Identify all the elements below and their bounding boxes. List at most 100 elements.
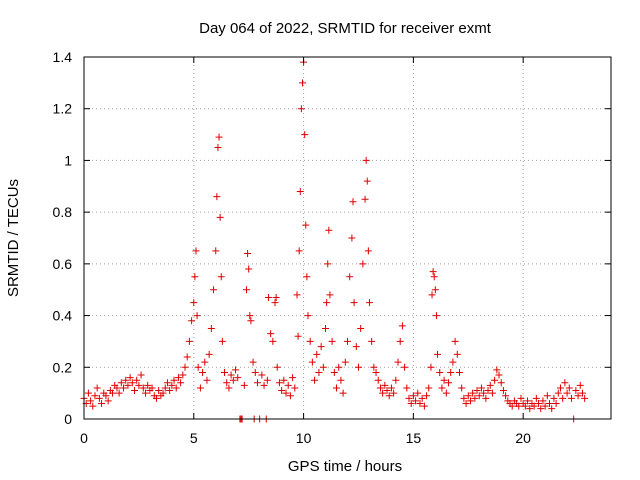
data-point bbox=[159, 389, 167, 397]
data-point bbox=[491, 376, 499, 384]
data-point bbox=[407, 399, 415, 407]
data-point bbox=[207, 325, 215, 332]
data-point bbox=[335, 363, 343, 371]
data-point bbox=[185, 337, 193, 345]
data-point bbox=[521, 402, 529, 410]
data-point bbox=[480, 389, 488, 397]
data-point bbox=[286, 392, 294, 400]
data-point bbox=[418, 394, 426, 402]
data-point bbox=[517, 394, 525, 402]
x-tick-label: 0 bbox=[80, 430, 88, 446]
x-tick-label: 10 bbox=[296, 430, 312, 446]
data-point bbox=[546, 399, 554, 407]
data-point bbox=[425, 384, 433, 392]
data-point bbox=[269, 337, 277, 345]
data-point bbox=[432, 312, 440, 320]
data-point bbox=[508, 402, 516, 410]
data-point bbox=[374, 376, 382, 384]
data-point bbox=[273, 363, 281, 371]
data-point bbox=[215, 133, 223, 141]
data-point bbox=[128, 379, 136, 387]
chart-title: Day 064 of 2022, SRMTID for receiver exm… bbox=[199, 20, 492, 37]
data-point bbox=[272, 293, 280, 301]
data-point bbox=[148, 384, 156, 392]
data-point bbox=[473, 387, 481, 395]
data-point bbox=[179, 371, 187, 379]
data-point bbox=[267, 330, 275, 338]
data-point bbox=[168, 381, 176, 389]
data-point bbox=[576, 381, 584, 389]
data-point bbox=[91, 392, 99, 400]
data-point bbox=[471, 394, 479, 402]
data-point bbox=[390, 389, 398, 397]
data-point bbox=[370, 363, 378, 371]
grid-layer bbox=[84, 57, 611, 419]
data-point bbox=[104, 397, 112, 405]
data-point bbox=[137, 371, 145, 379]
data-point bbox=[530, 402, 538, 410]
y-axis-title: SRMTID / TECUs bbox=[5, 179, 22, 297]
data-point bbox=[469, 389, 477, 397]
data-point bbox=[565, 384, 573, 392]
data-point bbox=[303, 273, 311, 281]
data-point bbox=[223, 379, 231, 387]
y-tick-label: 0 bbox=[64, 411, 72, 427]
data-point bbox=[405, 394, 413, 402]
y-tick-label: 0.2 bbox=[53, 359, 73, 375]
data-point bbox=[482, 394, 490, 402]
data-point bbox=[493, 366, 501, 374]
data-point bbox=[499, 387, 507, 395]
data-point bbox=[284, 381, 292, 389]
data-point bbox=[102, 392, 110, 400]
y-tick-label: 0.6 bbox=[53, 256, 73, 272]
data-point bbox=[328, 337, 336, 345]
y-tick-label: 0.8 bbox=[53, 204, 73, 220]
data-point bbox=[95, 394, 103, 402]
data-point bbox=[308, 358, 316, 366]
data-point bbox=[170, 376, 178, 384]
x-tick-label: 5 bbox=[190, 430, 198, 446]
data-point bbox=[275, 379, 283, 387]
data-point bbox=[401, 363, 409, 371]
data-point bbox=[394, 358, 402, 366]
data-point bbox=[141, 389, 149, 397]
data-point bbox=[120, 384, 128, 392]
data-point bbox=[216, 213, 224, 221]
data-point bbox=[298, 79, 306, 87]
data-point bbox=[392, 376, 400, 384]
data-point bbox=[352, 343, 360, 351]
data-point bbox=[291, 384, 299, 392]
data-point bbox=[409, 392, 417, 400]
data-point bbox=[251, 368, 259, 376]
data-point bbox=[372, 368, 380, 376]
data-point bbox=[131, 387, 139, 395]
data-point bbox=[295, 247, 303, 255]
data-point bbox=[191, 273, 199, 281]
data-point bbox=[217, 273, 225, 281]
data-point bbox=[495, 371, 503, 379]
data-point bbox=[539, 397, 547, 405]
data-point bbox=[458, 384, 466, 392]
data-point bbox=[183, 353, 191, 361]
data-point bbox=[497, 379, 505, 387]
data-point bbox=[488, 389, 496, 397]
data-point bbox=[348, 234, 356, 242]
data-point bbox=[563, 389, 571, 397]
data-point bbox=[578, 389, 586, 397]
data-point bbox=[199, 368, 207, 376]
data-point bbox=[330, 368, 338, 376]
data-point bbox=[436, 368, 444, 376]
data-point bbox=[333, 384, 341, 392]
data-point bbox=[412, 397, 420, 405]
data-point bbox=[363, 177, 371, 185]
data-point bbox=[296, 187, 304, 195]
data-point bbox=[416, 399, 424, 407]
data-point bbox=[403, 384, 411, 392]
data-point bbox=[163, 379, 171, 387]
y-tick-label: 0.4 bbox=[53, 308, 73, 324]
data-point bbox=[155, 387, 163, 395]
data-point bbox=[218, 337, 226, 345]
data-point bbox=[124, 381, 132, 389]
data-point bbox=[559, 394, 567, 402]
data-point bbox=[201, 358, 209, 366]
